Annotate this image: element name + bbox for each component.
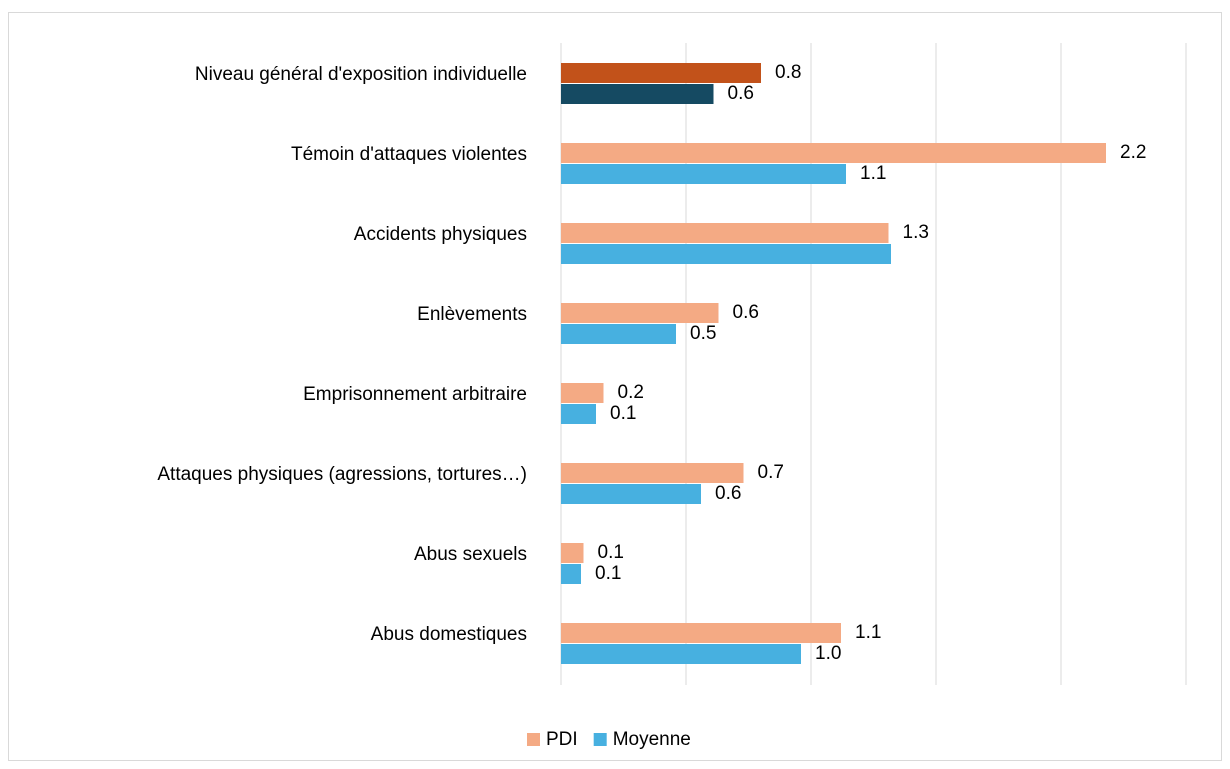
category-label: Emprisonnement arbitraire bbox=[303, 384, 527, 405]
bar bbox=[561, 143, 1106, 163]
bar bbox=[561, 244, 891, 264]
data-label: 0.2 bbox=[618, 382, 644, 403]
legend-label: PDI bbox=[546, 729, 578, 750]
data-label: 0.8 bbox=[775, 62, 801, 83]
data-label: 1.0 bbox=[815, 643, 841, 664]
data-label: 2.2 bbox=[1120, 142, 1146, 163]
data-label: 1.3 bbox=[903, 222, 929, 243]
category-label: Attaques physiques (agressions, tortures… bbox=[157, 464, 527, 485]
data-label: 0.6 bbox=[733, 302, 759, 323]
category-label: Témoin d'attaques violentes bbox=[291, 144, 527, 165]
category-label: Enlèvements bbox=[417, 304, 527, 325]
legend-swatch bbox=[593, 733, 607, 746]
data-label: 1.1 bbox=[860, 163, 886, 184]
bar bbox=[561, 564, 581, 584]
bar bbox=[561, 303, 719, 323]
legend-swatch bbox=[527, 733, 540, 746]
legend-label: Moyenne bbox=[613, 729, 691, 750]
data-label: 0.1 bbox=[595, 563, 621, 584]
category-label: Niveau général d'exposition individuelle bbox=[195, 64, 527, 85]
data-label: 0.5 bbox=[690, 323, 716, 344]
category-label: Abus domestiques bbox=[371, 624, 527, 645]
bar bbox=[561, 164, 846, 184]
bar bbox=[561, 404, 596, 424]
bar bbox=[561, 324, 676, 344]
bar bbox=[561, 484, 701, 504]
bar bbox=[561, 63, 761, 83]
bar bbox=[561, 463, 744, 483]
category-label: Accidents physiques bbox=[354, 224, 527, 245]
data-label: 1.1 bbox=[855, 622, 881, 643]
bar bbox=[561, 84, 714, 104]
category-label: Abus sexuels bbox=[414, 544, 527, 565]
bar bbox=[561, 644, 801, 664]
data-label: 0.6 bbox=[715, 483, 741, 504]
bar bbox=[561, 543, 584, 563]
data-label: 0.1 bbox=[610, 403, 636, 424]
bar bbox=[561, 383, 604, 403]
bar bbox=[561, 223, 889, 243]
data-label: 0.1 bbox=[598, 542, 624, 563]
data-label: 0.6 bbox=[728, 83, 754, 104]
bar bbox=[561, 623, 841, 643]
data-label: 0.7 bbox=[758, 462, 784, 483]
